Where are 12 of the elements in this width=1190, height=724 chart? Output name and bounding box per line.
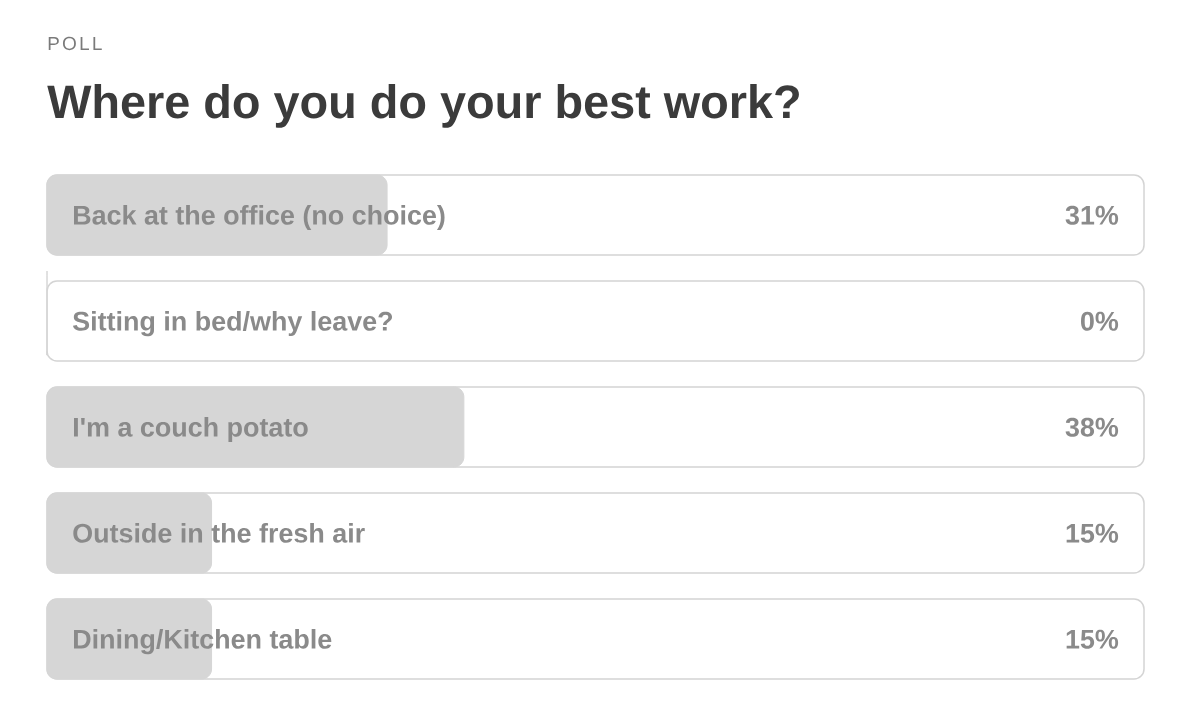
- data-label: 0%: [1080, 311, 1119, 331]
- y-tick-label: Sitting in bed/why leave?: [72, 311, 393, 337]
- text: POLL: [48, 36, 102, 51]
- chart-title: Where do you do your best work?: [47, 84, 799, 128]
- y-tick-label: Dining/Kitchen table: [74, 629, 332, 655]
- y-tick-label: Back at the office (no choice): [74, 205, 445, 231]
- data-label: 31%: [1065, 205, 1119, 225]
- data-label: 38%: [1065, 417, 1119, 437]
- data-label: 15%: [1066, 629, 1119, 649]
- y-tick-label: I'm a couch potato: [74, 417, 308, 443]
- data-label: 15%: [1066, 523, 1119, 543]
- y-tick-label: Outside in the fresh air: [73, 523, 365, 543]
